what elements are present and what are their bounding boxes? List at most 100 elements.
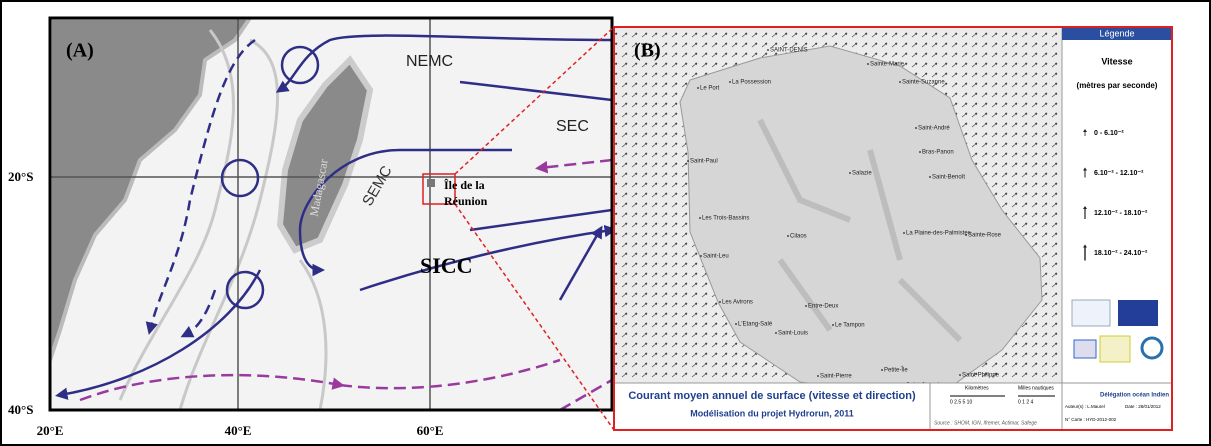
place-label: Entre-Deux <box>808 304 838 310</box>
lon-label: 60°E <box>417 423 444 438</box>
place-label: SAINT-DENIS <box>770 48 808 54</box>
place-dot <box>719 301 721 303</box>
place-dot <box>899 81 901 83</box>
legend-entry: 18.10⁻² - 24.10⁻² <box>1094 250 1148 257</box>
current-label: NEMC <box>406 53 453 70</box>
place-dot <box>775 332 777 334</box>
logo <box>1140 336 1164 360</box>
site-label: Réunion <box>444 194 488 208</box>
zoom-box <box>422 173 456 205</box>
place-label: La Possession <box>732 80 771 86</box>
place-label: Les Avirons <box>722 300 753 306</box>
legend-arrow-head <box>1083 129 1087 132</box>
map-number: N° Carte : HYD-2012-002 <box>1065 417 1117 422</box>
place-dot <box>867 63 869 65</box>
place-label: Saint-Philippe <box>962 373 1000 379</box>
place-label: L'Etang-Salé <box>738 322 773 328</box>
place-label: Sainte-Rose <box>968 233 1002 239</box>
place-label: Salazie <box>852 171 872 177</box>
current-label: SEC <box>556 118 589 135</box>
lat-label: 20°S <box>8 169 33 184</box>
place-label: Petite-Île <box>884 367 908 374</box>
place-label: Saint-Pierre <box>820 374 852 380</box>
author: Auteur(s) : L.Maurel <box>1065 404 1105 409</box>
place-dot <box>903 232 905 234</box>
site-label: Île de la <box>444 178 485 192</box>
place-label: Saint-Louis <box>778 331 808 337</box>
places: SAINT-DENIS Sainte-Marie Sainte-Suzanne Le … <box>687 48 1002 389</box>
place-label: Bras-Panon <box>922 150 954 156</box>
legend-entry: 6.10⁻² - 12.10⁻² <box>1094 170 1144 177</box>
place-dot <box>817 375 819 377</box>
place-dot <box>965 234 967 236</box>
island <box>150 45 170 90</box>
place-label: Saint-André <box>918 126 950 132</box>
place-dot <box>929 176 931 178</box>
frame-b <box>613 26 1173 431</box>
panel-label: (B) <box>634 40 661 62</box>
place-dot <box>697 87 699 89</box>
credits-box <box>1061 382 1173 431</box>
place-label: Saint-Benoît <box>932 175 965 181</box>
zoom-line <box>454 26 615 175</box>
place-label: Saint-Leu <box>703 254 729 260</box>
place-dot <box>915 127 917 129</box>
counter-currents <box>79 158 612 410</box>
legend-unit: (mètres par seconde) <box>1077 81 1158 90</box>
place-dot <box>805 305 807 307</box>
footer-subtitle: Modélisation du projet Hydrorun, 2011 <box>690 408 854 418</box>
lon-label: 20°E <box>37 423 64 438</box>
place-dot <box>767 49 769 51</box>
currents <box>55 34 612 400</box>
place-label: Les Trois-Bassins <box>702 216 749 222</box>
frame-a <box>48 16 614 412</box>
scale-ticks: 0 2.5 5 10 <box>950 399 972 405</box>
place-dot <box>700 255 702 257</box>
reunion <box>427 179 435 187</box>
relief <box>757 118 963 343</box>
place-dot <box>787 235 789 237</box>
place-dot <box>849 172 851 174</box>
lon-label: 40°E <box>225 423 252 438</box>
legend-entry: 0 - 6.10⁻² <box>1094 130 1124 137</box>
legend-arrow-head <box>1083 206 1087 209</box>
place-dot <box>699 217 701 219</box>
place-dot <box>919 151 921 153</box>
place-label: Sainte-Marie <box>870 62 905 68</box>
africa <box>50 18 253 361</box>
logo <box>1073 339 1097 359</box>
place-label: Le Tampon <box>835 323 865 329</box>
scale-label: Milles nautiques <box>1018 385 1054 391</box>
place-label: Cilaos <box>790 234 807 240</box>
map-a <box>50 18 612 410</box>
bathymetry <box>118 29 328 410</box>
place-dot <box>729 81 731 83</box>
legend-arrow-head <box>1083 244 1087 248</box>
logo <box>1099 335 1131 363</box>
legend-arrow-head <box>1083 167 1087 171</box>
place-dot <box>832 324 834 326</box>
legend-header <box>1062 27 1172 40</box>
eu-flag <box>1118 300 1158 326</box>
place-dot <box>687 160 689 162</box>
madagascar <box>276 55 374 254</box>
source: Source : SHOM, IGN, Ifremer, Actimar, Sa… <box>934 420 1037 426</box>
place-label: Le Port <box>700 86 720 92</box>
place-label: Saint-Paul <box>690 159 718 165</box>
scale-label: Kilomètres <box>965 385 989 391</box>
footer-title: Courant moyen annuel de surface (vitesse… <box>628 390 916 402</box>
place-dot <box>735 323 737 325</box>
lat-label: 40°S <box>8 402 33 417</box>
legend-title: Vitesse <box>1101 56 1132 66</box>
place-dot <box>959 374 961 376</box>
date: Date : 28/01/2012 <box>1125 404 1161 409</box>
reunion-island <box>679 45 1043 393</box>
scale-box <box>929 382 1063 431</box>
scale-ticks: 0 1 2 4 <box>1018 399 1034 405</box>
place-dot <box>881 369 883 371</box>
logo <box>1071 299 1111 327</box>
place-label: Sainte-Suzanne <box>902 80 945 86</box>
legend-entries: 0 - 6.10⁻² 6.10⁻² - 12.10⁻² 12.10⁻² - 18.1… <box>1083 129 1148 261</box>
